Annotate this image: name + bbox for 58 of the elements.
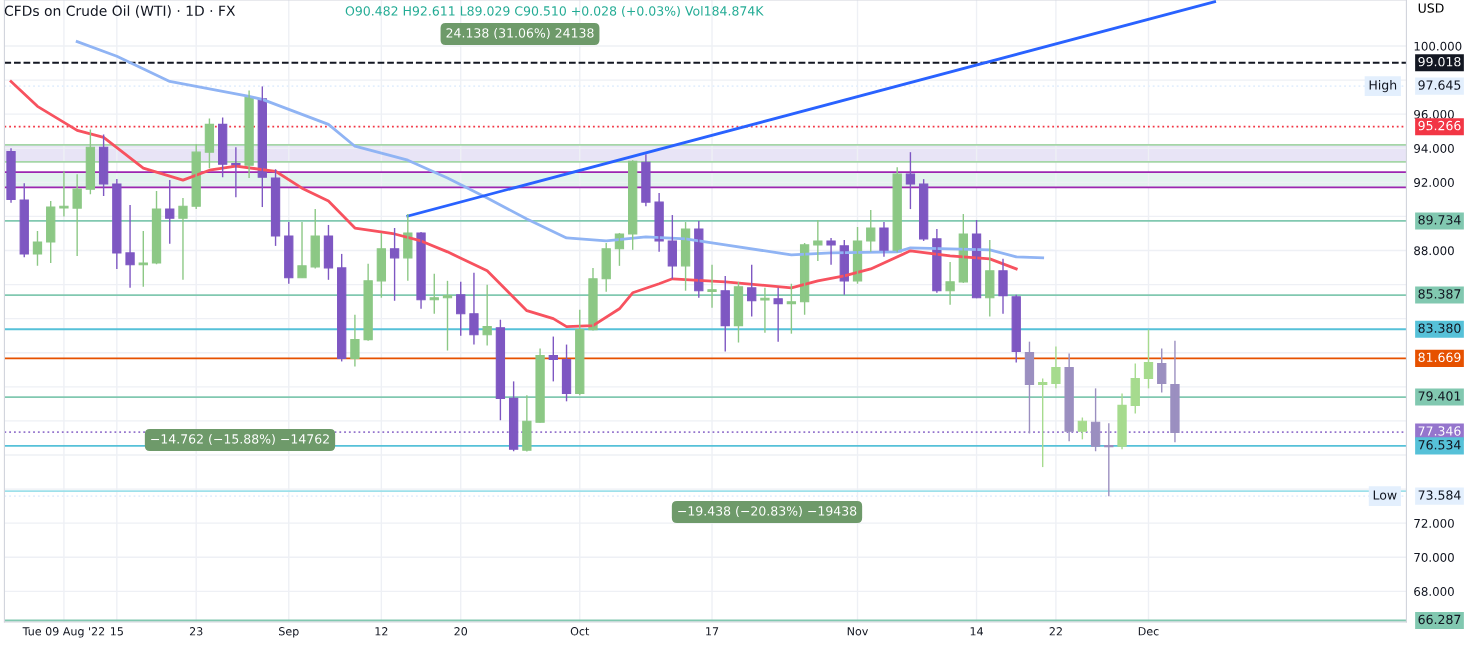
y-tick-label: 100.000 (1414, 41, 1462, 51)
x-tick-label: Tue 09 Aug '22 (22, 627, 105, 638)
x-tick-label: 14 (970, 627, 983, 636)
x-tick-label: 12 (375, 627, 388, 636)
x-tick-label: 22 (1049, 627, 1062, 636)
annotation: 24.138 (31.06%) 24138 (446, 27, 594, 40)
ref-line-label: 81.669 (1418, 352, 1461, 363)
x-tick-label: Sep (279, 627, 299, 638)
x-tick-label: 15 (110, 627, 123, 636)
annotation: −19.438 (−20.83%) −19438 (678, 505, 857, 518)
line-series (75, 40, 1045, 260)
chart-title: CFDs on Crude Oil (WTI) · 1D · FX (4, 5, 236, 18)
x-tick-label: 17 (706, 627, 719, 636)
candlestick (760, 287, 770, 334)
ref-line-label: 95.266 (1418, 120, 1461, 131)
candlestick (59, 170, 69, 218)
candlestick (826, 237, 836, 266)
candlestick (866, 209, 876, 253)
ref-line-label: 83.380 (1418, 323, 1461, 333)
annotation: Low (1373, 490, 1397, 500)
candlestick (191, 143, 201, 210)
candlestick (707, 264, 717, 309)
x-tick-label: Oct (570, 627, 590, 636)
annotation: High (1369, 80, 1397, 93)
ref-line-label: 97.645 (1418, 80, 1461, 90)
line-series (9, 80, 1018, 329)
y-tick-label: 72.000 (1414, 518, 1454, 528)
candlestick (892, 166, 902, 253)
candlestick (601, 242, 611, 293)
candlestick (165, 179, 175, 245)
candlestick (575, 308, 585, 397)
chart-subtitle: O90.482 H92.611 L89.029 C90.510 +0.028 (+0.03%) Vol184.874K (345, 5, 764, 18)
y-tick-label: 94.000 (1414, 143, 1454, 153)
ref-line-label: 66.287 (1418, 614, 1461, 625)
candlestick (284, 221, 294, 285)
candlestick (813, 219, 823, 262)
ref-line-label: 76.534 (1418, 440, 1461, 450)
y-axis-title: USD (1418, 3, 1444, 13)
ref-line-label: 85.387 (1418, 289, 1461, 299)
ref-line-label: 89.734 (1418, 215, 1461, 225)
y-tick-label: 70.000 (1414, 552, 1454, 562)
x-tick-label: 23 (189, 627, 203, 636)
y-tick-label: 88.000 (1414, 246, 1454, 256)
x-tick-label: 20 (454, 627, 468, 636)
ref-line-label: 73.584 (1418, 490, 1461, 500)
candlestick (32, 230, 43, 267)
x-tick-label: Dec (1138, 627, 1159, 636)
annotation: −14.762 (−15.88%) −14762 (151, 433, 329, 446)
ref-line-label: 77.346 (1418, 426, 1461, 436)
y-tick-label: 96.000 (1414, 109, 1454, 119)
candlestick (1011, 294, 1021, 364)
ref-line-label: 79.401 (1418, 391, 1461, 401)
ref-line-label: 99.018 (1418, 56, 1461, 67)
y-tick-label: 92.000 (1414, 178, 1454, 187)
y-tick-label: 68.000 (1414, 587, 1454, 596)
x-tick-label: Nov (847, 627, 869, 636)
candlestick (985, 239, 995, 318)
candlestick (310, 208, 320, 270)
